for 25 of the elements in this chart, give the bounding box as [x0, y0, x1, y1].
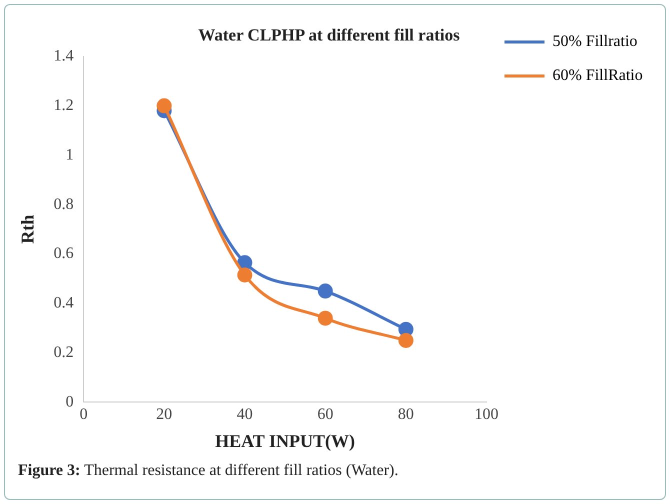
y-tick-label: 0.4	[54, 294, 74, 312]
chart-title: Water CLPHP at different fill ratios	[198, 26, 460, 45]
x-tick-label: 0	[80, 406, 88, 424]
legend-label: 50% Fillratio	[552, 33, 638, 50]
y-tick-label: 1.4	[54, 48, 74, 65]
x-tick-label: 40	[236, 406, 253, 424]
x-axis-title: HEAT INPUT(W)	[215, 430, 355, 451]
y-tick-label: 0.6	[54, 245, 74, 262]
y-tick-label: 0.8	[54, 196, 74, 213]
point	[237, 267, 252, 282]
x-tick-label: 60	[317, 406, 334, 424]
x-tick-label: 100	[474, 406, 498, 424]
y-axis-title: Rth	[17, 214, 38, 244]
y-tick-label: 0.2	[54, 344, 74, 362]
point	[318, 310, 333, 326]
point	[318, 284, 333, 299]
y-tick-label: 0	[66, 393, 74, 410]
point	[398, 332, 414, 348]
x-tick-label: 20	[156, 406, 172, 424]
y-tick-label: 1	[66, 146, 74, 164]
x-tick-label: 80	[398, 406, 414, 424]
y-tick-label: 1.2	[54, 97, 74, 114]
point	[156, 98, 172, 114]
legend-label: 60% FillRatio	[552, 67, 643, 84]
caption: Figure 3: Thermal resistance at different fill ratios (Water).	[18, 462, 398, 480]
